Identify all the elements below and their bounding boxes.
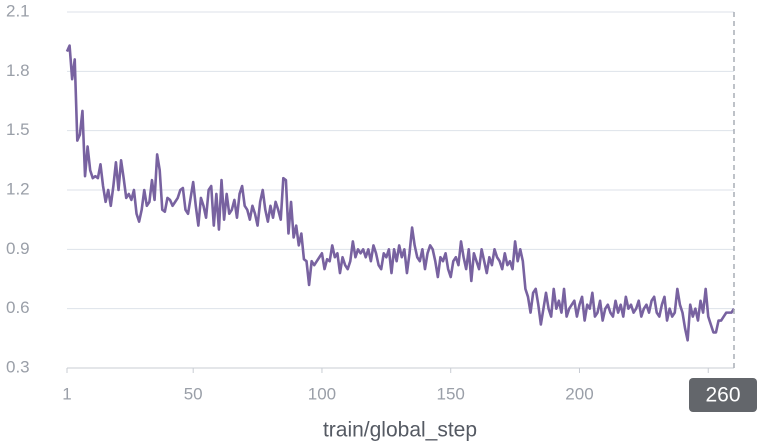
y-tick-label: 0.6 [6, 298, 30, 317]
y-tick-label: 1.5 [6, 120, 30, 139]
cursor-badge [689, 378, 757, 412]
x-tick-label: 100 [308, 384, 336, 403]
x-tick-label: 150 [437, 384, 465, 403]
y-tick-label: 1.8 [6, 61, 30, 80]
y-tick-label: 0.3 [6, 357, 30, 376]
x-tick-label: 50 [184, 384, 203, 403]
x-tick-label: 1 [62, 384, 71, 403]
y-tick-label: 0.9 [6, 239, 30, 258]
x-axis-label: train/global_step [323, 419, 477, 442]
y-tick-label: 1.2 [6, 179, 30, 198]
x-tick-label: 200 [565, 384, 593, 403]
loss-line [65, 44, 736, 342]
y-tick-label: 2.1 [6, 1, 30, 20]
cursor-label: 260 [705, 384, 740, 407]
